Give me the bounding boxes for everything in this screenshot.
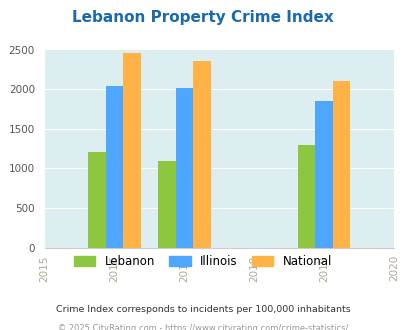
- Bar: [332, 81, 350, 248]
- Bar: [315, 101, 332, 248]
- Bar: [106, 86, 123, 248]
- Bar: [193, 61, 210, 248]
- Text: Lebanon Property Crime Index: Lebanon Property Crime Index: [72, 10, 333, 25]
- Bar: [175, 88, 193, 248]
- Bar: [297, 145, 315, 248]
- Text: © 2025 CityRating.com - https://www.cityrating.com/crime-statistics/: © 2025 CityRating.com - https://www.city…: [58, 324, 347, 330]
- Bar: [123, 53, 141, 248]
- Legend: Lebanon, Illinois, National: Lebanon, Illinois, National: [69, 250, 336, 273]
- Text: Crime Index corresponds to incidents per 100,000 inhabitants: Crime Index corresponds to incidents per…: [55, 305, 350, 314]
- Bar: [158, 161, 175, 248]
- Bar: [88, 152, 106, 248]
